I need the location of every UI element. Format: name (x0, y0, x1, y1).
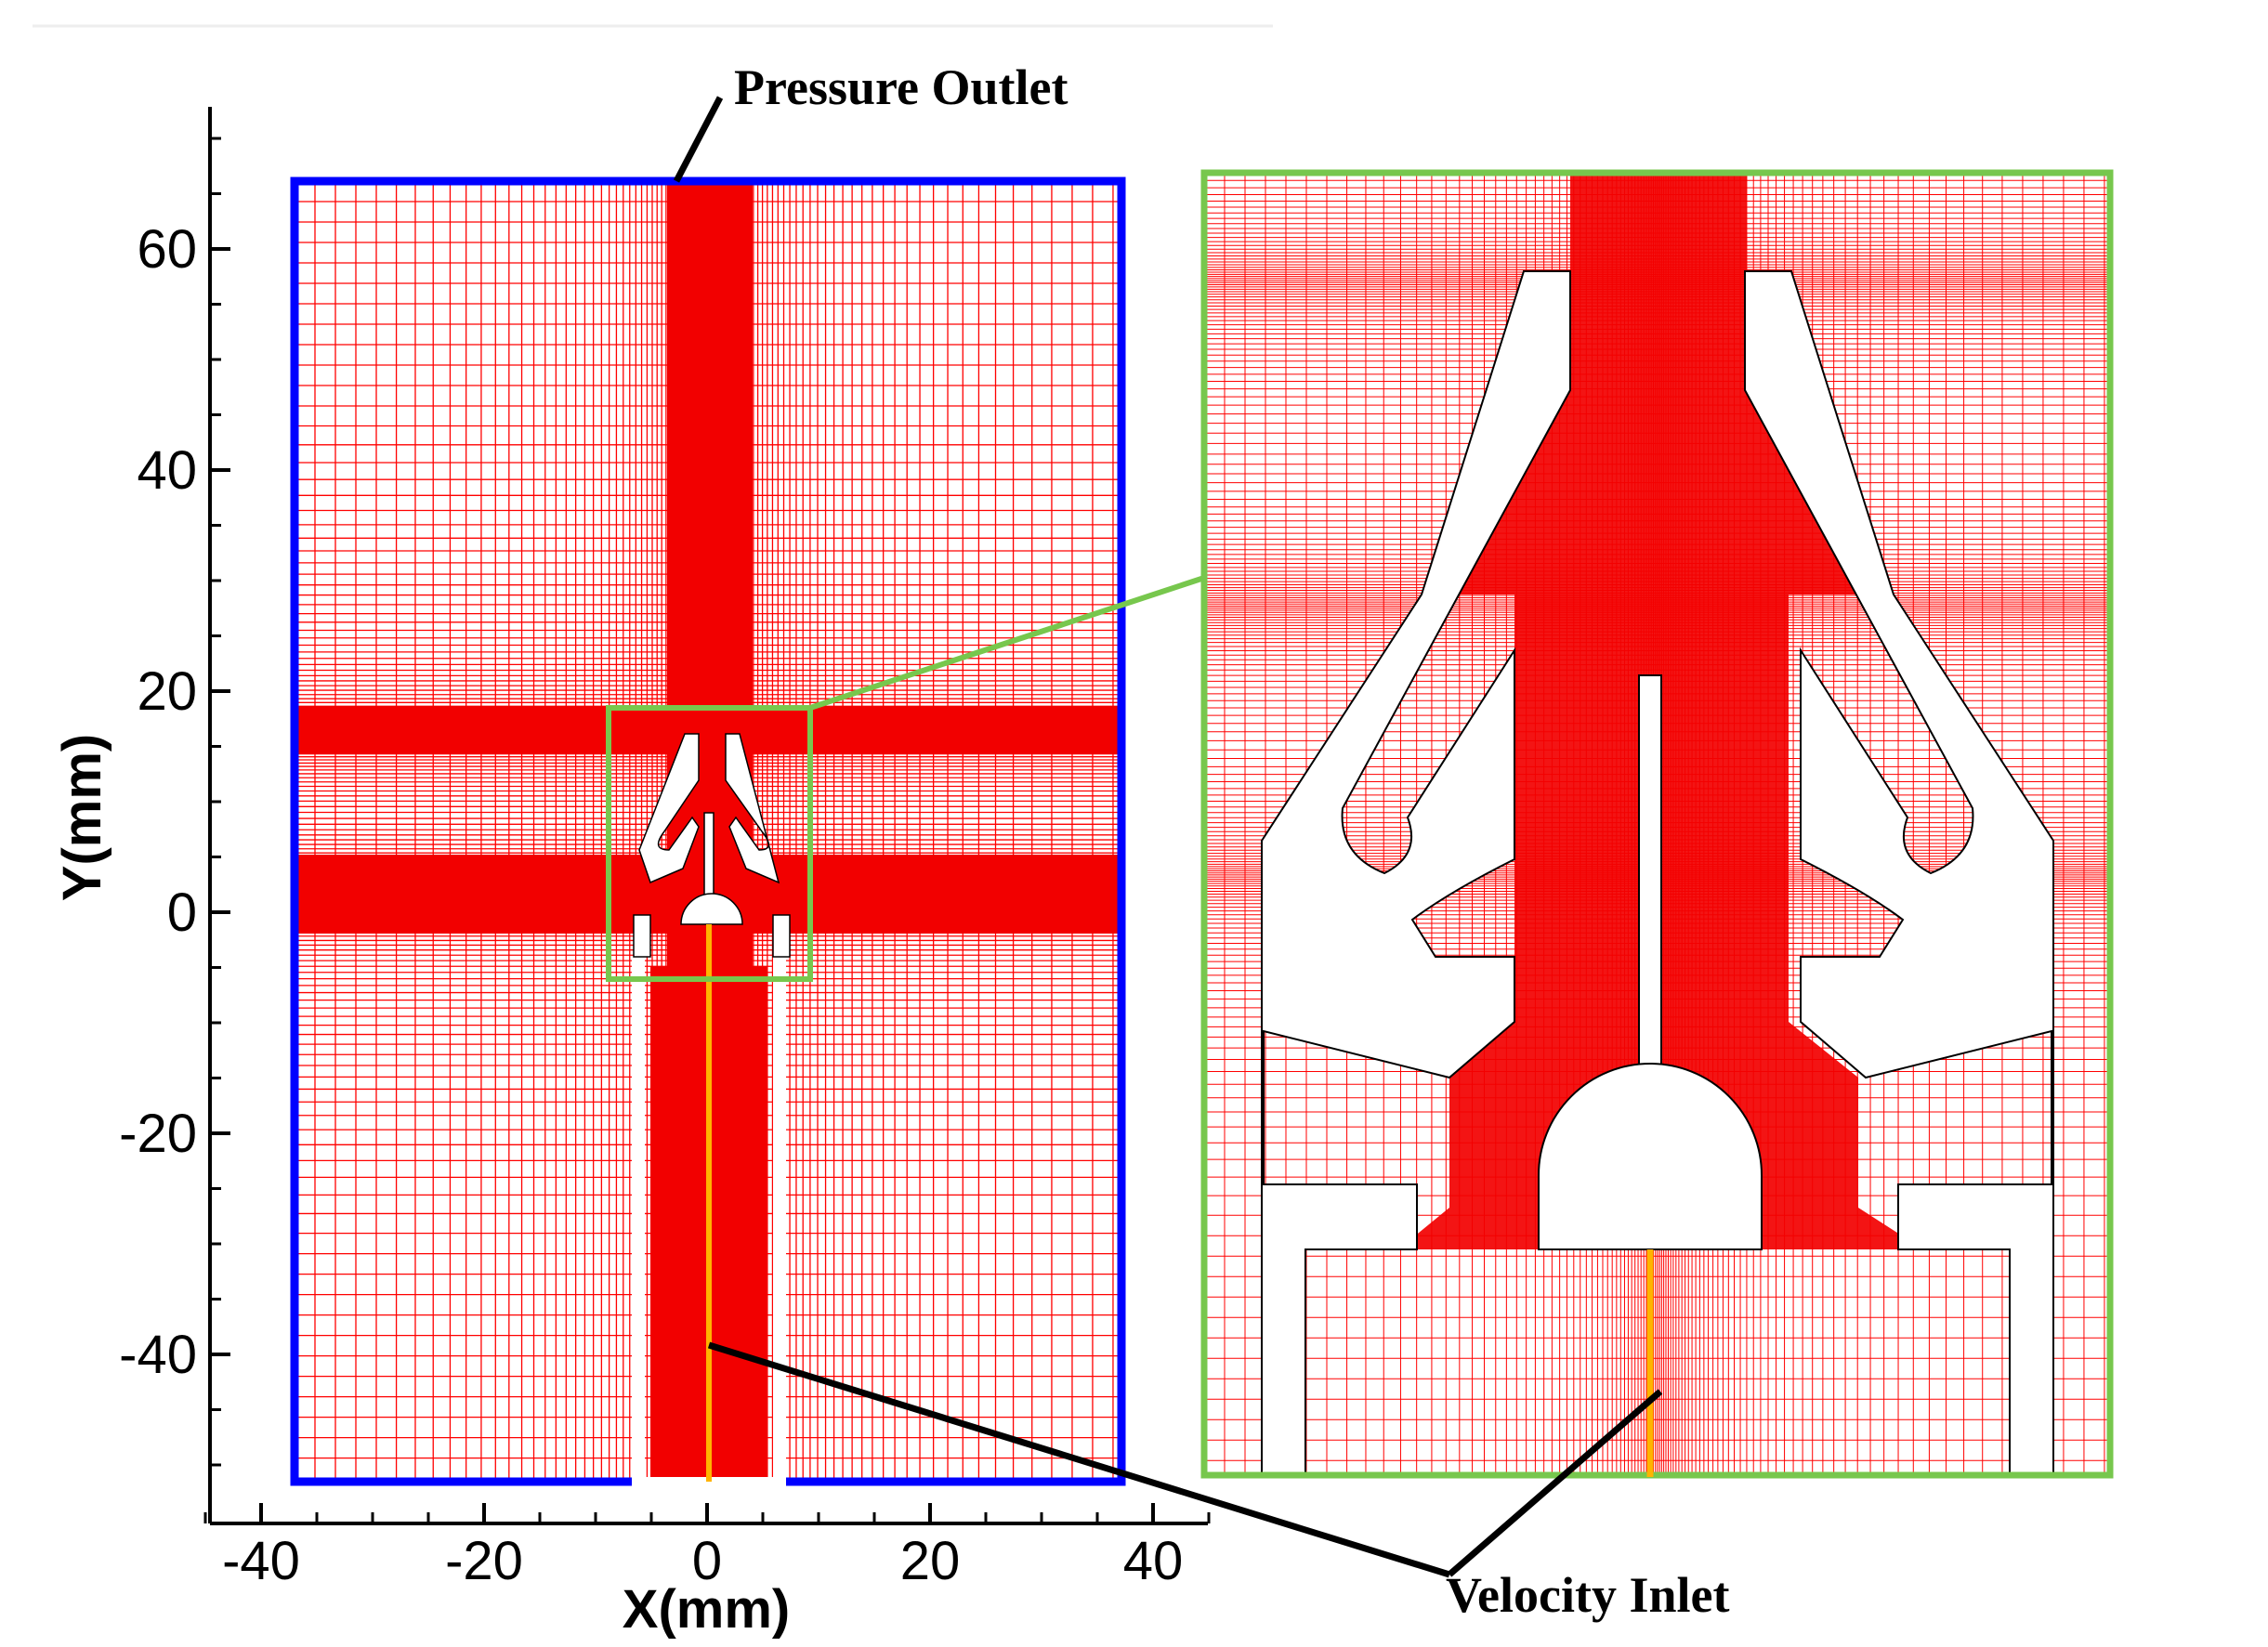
pressure-outlet-label: Pressure Outlet (734, 59, 1068, 115)
inlet-channel-wall (773, 957, 786, 1482)
pressure-outlet-leader (673, 96, 724, 183)
x-tick-label: -20 (445, 1531, 523, 1591)
zoom-frame-large (1200, 169, 2114, 1479)
device-geometry-zoom (1261, 270, 2054, 1475)
inlet-channel-wall (632, 957, 645, 1482)
y-tick-label: -20 (119, 1104, 197, 1164)
x-tick-label: 20 (900, 1531, 961, 1591)
leader-lines (673, 96, 1663, 1578)
velocity-inlet-leader-left (707, 1341, 1451, 1578)
zoom-mesh (1204, 173, 2110, 1475)
y-tick-label: 40 (137, 440, 197, 501)
x-tick-label: -40 (222, 1531, 300, 1591)
y-tick-label: 0 (167, 882, 197, 943)
x-tick-label: 40 (1123, 1531, 1184, 1591)
y-axis-title: Y(mm) (52, 734, 112, 901)
device-geometry-small (633, 733, 791, 958)
domain-mesh (295, 181, 1121, 1482)
y-tick-label: 20 (137, 661, 197, 722)
x-tick-label: 0 (692, 1531, 722, 1591)
zoom-frame-small (606, 705, 813, 982)
zoom-connector-upper (809, 575, 1205, 711)
velocity-inlet-leader-right (1447, 1389, 1663, 1577)
upper-horizontal-refinement-band (295, 706, 1121, 754)
y-tick-label: 60 (137, 219, 197, 280)
velocity-inlet-label: Velocity Inlet (1446, 1567, 1729, 1623)
x-axis-title: X(mm) (623, 1579, 790, 1640)
y-tick-label: -40 (119, 1325, 197, 1385)
axis-ticks: 60 40 20 0 -20 -40 -40 -20 0 20 40 (119, 137, 1211, 1591)
